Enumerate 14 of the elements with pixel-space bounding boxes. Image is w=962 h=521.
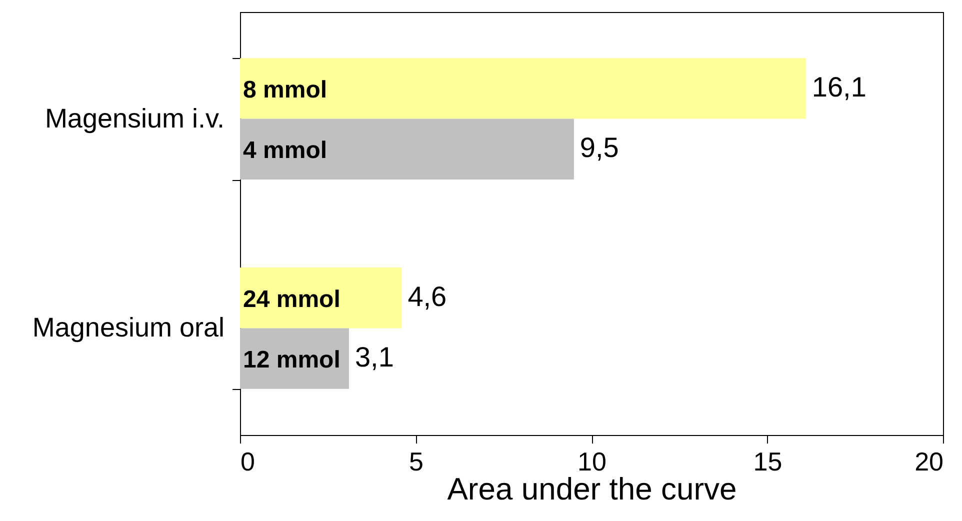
data-label: 4,6 xyxy=(408,280,447,312)
x-tick-label: 5 xyxy=(409,446,424,476)
annotation: 12 mmol xyxy=(243,346,340,374)
data-label: 9,5 xyxy=(580,132,619,164)
data-label: 3,1 xyxy=(354,342,394,373)
annotation: 4 mmol xyxy=(243,137,328,164)
x-tick-label: 20 xyxy=(914,446,944,476)
x-tick-label: 15 xyxy=(753,446,782,476)
y-tick-label: Magnesium oral xyxy=(32,312,224,343)
data-label: 16,1 xyxy=(812,71,866,102)
y-tick-label: Magensium i.v. xyxy=(44,103,224,134)
annotation: 24 mmol xyxy=(243,286,340,313)
annotation: 8 mmol xyxy=(243,76,328,104)
x-tick-label: 0 xyxy=(240,446,255,476)
